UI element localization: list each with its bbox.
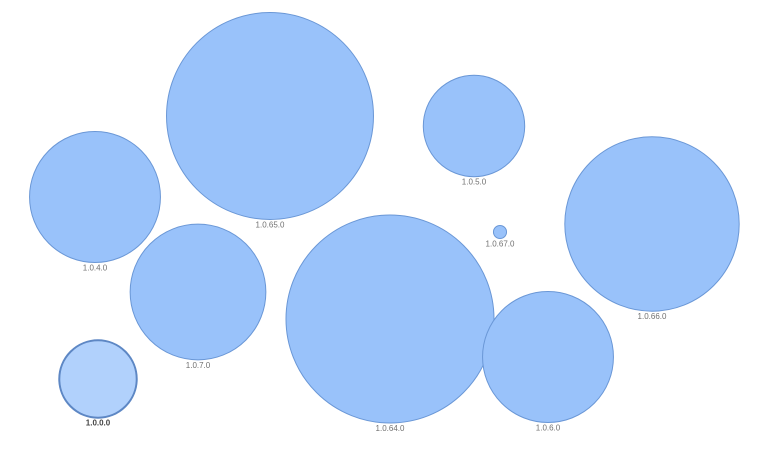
bubble-label-1-0-4-0: 1.0.4.0 <box>83 263 108 272</box>
bubble-label-1-0-66-0: 1.0.66.0 <box>638 312 667 321</box>
bubble-label-1-0-65-0: 1.0.65.0 <box>256 220 285 229</box>
bubble-label-1-0-7-0: 1.0.7.0 <box>186 361 211 370</box>
bubble-label-1-0-6-0: 1.0.6.0 <box>536 423 561 432</box>
bubble-1-0-0-0[interactable] <box>58 339 138 419</box>
bubble-1-0-7-0[interactable] <box>129 223 267 361</box>
bubble-1-0-4-0[interactable] <box>29 131 161 263</box>
bubble-label-1-0-64-0: 1.0.64.0 <box>376 424 405 433</box>
bubble-1-0-67-0[interactable] <box>492 224 508 240</box>
bubble-label-1-0-67-0: 1.0.67.0 <box>486 240 515 249</box>
bubble-1-0-64-0[interactable] <box>285 214 495 424</box>
bubble-1-0-5-0[interactable] <box>422 74 526 178</box>
bubble-label-1-0-5-0: 1.0.5.0 <box>462 178 487 187</box>
bubble-1-0-66-0[interactable] <box>564 136 740 312</box>
bubble-1-0-6-0[interactable] <box>482 291 614 423</box>
bubble-1-0-65-0[interactable] <box>166 12 374 220</box>
bubble-label-1-0-0-0: 1.0.0.0 <box>86 419 111 428</box>
